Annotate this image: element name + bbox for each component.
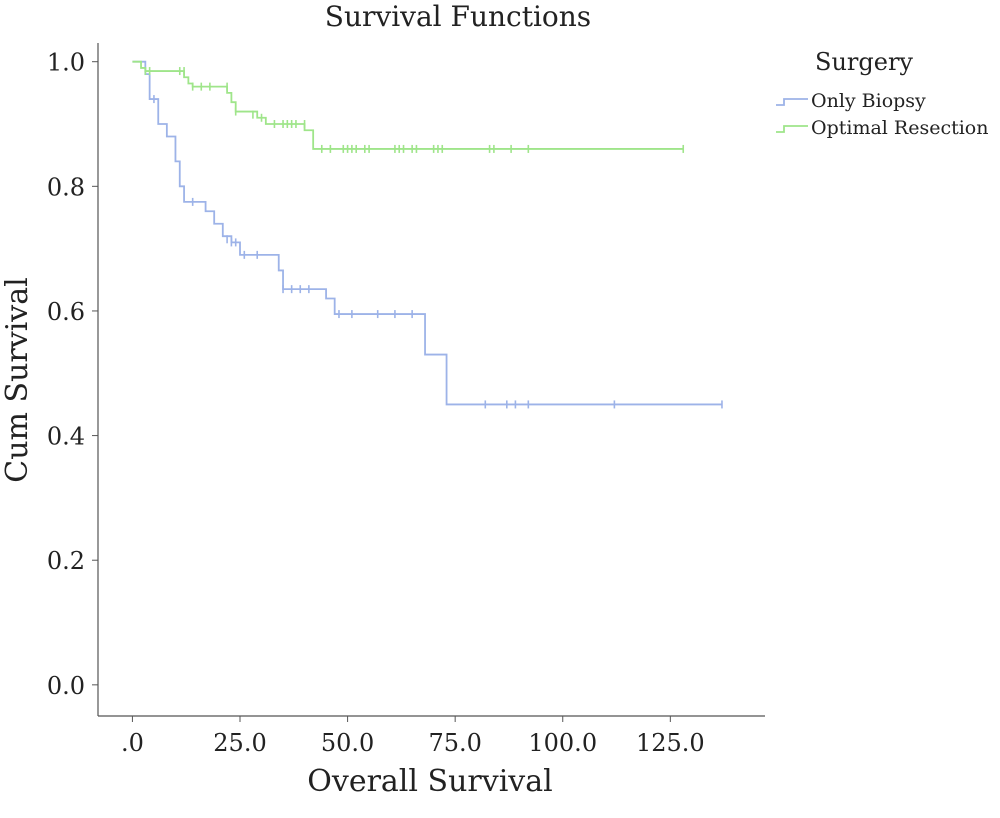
x-tick-label: 125.0 bbox=[636, 729, 705, 757]
survival-step-line bbox=[132, 60, 684, 150]
series-only-biopsy bbox=[132, 60, 723, 409]
legend: Surgery Only Biopsy Optimal Resection bbox=[776, 48, 989, 139]
x-tick-label: 75.0 bbox=[428, 729, 481, 757]
x-tick-label: 50.0 bbox=[321, 729, 374, 757]
x-axis-ticks: .0 25.0 50.0 75.0 100.0 125.0 bbox=[121, 716, 705, 757]
x-tick-label: .0 bbox=[121, 729, 144, 757]
y-tick-label: 0.2 bbox=[47, 547, 85, 575]
y-tick-label: 0.0 bbox=[47, 672, 85, 700]
chart-title: Survival Functions bbox=[325, 0, 591, 33]
y-tick-label: 0.4 bbox=[47, 423, 85, 451]
legend-swatch bbox=[776, 125, 808, 133]
x-tick-label: 25.0 bbox=[213, 729, 266, 757]
plot-area bbox=[132, 60, 723, 409]
y-tick-label: 1.0 bbox=[47, 49, 85, 77]
series-optimal-resection bbox=[132, 60, 685, 153]
y-tick-label: 0.8 bbox=[47, 173, 85, 201]
survival-step-line bbox=[132, 60, 722, 406]
legend-item-label: Only Biopsy bbox=[811, 90, 926, 112]
y-axis-label: Cum Survival bbox=[0, 277, 35, 482]
legend-item-label: Optimal Resection bbox=[811, 117, 989, 139]
legend-title: Surgery bbox=[815, 48, 913, 76]
y-axis-ticks: 0.0 0.2 0.4 0.6 0.8 1.0 bbox=[47, 49, 98, 700]
x-tick-label: 100.0 bbox=[528, 729, 597, 757]
y-tick-label: 0.6 bbox=[47, 298, 85, 326]
x-axis-label: Overall Survival bbox=[307, 764, 552, 799]
legend-swatch bbox=[776, 98, 808, 106]
